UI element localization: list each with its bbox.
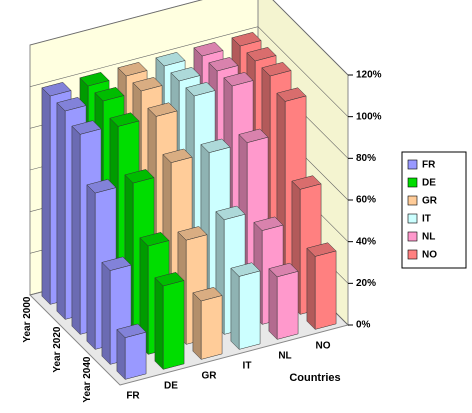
x-tick-label: DE (164, 381, 178, 392)
grid-line (29, 26, 349, 117)
legend-swatch (407, 195, 418, 206)
bar-left-face (192, 292, 202, 360)
y-tick-label: 80% (356, 153, 376, 164)
y-tick-label: 120% (356, 70, 382, 81)
bar-left-face (230, 267, 240, 350)
legend-swatch (407, 213, 418, 224)
x-tick-label: IT (243, 361, 252, 372)
depth-tick-label: Year 2000 (22, 296, 33, 343)
y-tick-label: 60% (356, 195, 376, 206)
bar-left-face (41, 87, 51, 305)
bar (268, 262, 299, 340)
bar (230, 262, 261, 350)
y-tick-label: 100% (356, 111, 382, 122)
bar-front-face (314, 250, 337, 330)
bar-front-face (124, 331, 147, 380)
legend-swatch (407, 177, 418, 188)
bar-left-face (71, 125, 81, 335)
legend-swatch (407, 231, 418, 242)
x-axis-label: Countries (289, 372, 340, 384)
bar-left-face (268, 268, 278, 340)
legend-label: NO (422, 250, 437, 261)
legend-swatch (407, 159, 418, 170)
x-tick-label: NO (316, 341, 331, 352)
legend-swatch (407, 249, 418, 260)
depth-tick-label: Year 2040 (82, 356, 93, 403)
bar (116, 323, 147, 380)
x-tick-label: GR (202, 371, 218, 382)
legend-label: DE (422, 178, 436, 189)
bar-left-face (154, 277, 164, 370)
legend-label: GR (422, 196, 438, 207)
bar (192, 287, 223, 360)
bar-left-face (56, 102, 66, 320)
bar-left-face (101, 261, 111, 365)
legend-label: NL (422, 232, 435, 243)
bar-left-face (86, 184, 96, 350)
x-tick-label: NL (278, 351, 291, 362)
legend-label: FR (422, 160, 436, 171)
y-tick-label: 40% (356, 236, 376, 247)
x-tick-label: FR (126, 391, 140, 402)
bar-front-face (200, 295, 223, 360)
bar-left-face (306, 247, 316, 330)
legend-box (401, 151, 467, 269)
legend-label: IT (422, 214, 431, 225)
y-tick-label: 0% (356, 320, 371, 331)
y-tick-label: 20% (356, 278, 376, 289)
bar (154, 272, 185, 370)
bar-left-face (116, 328, 126, 380)
bar-front-face (238, 270, 261, 350)
grid-line (29, 0, 349, 76)
bar (306, 242, 337, 330)
bar-front-face (162, 280, 185, 370)
depth-tick-label: Year 2020 (52, 326, 63, 373)
bar-front-face (276, 271, 299, 340)
